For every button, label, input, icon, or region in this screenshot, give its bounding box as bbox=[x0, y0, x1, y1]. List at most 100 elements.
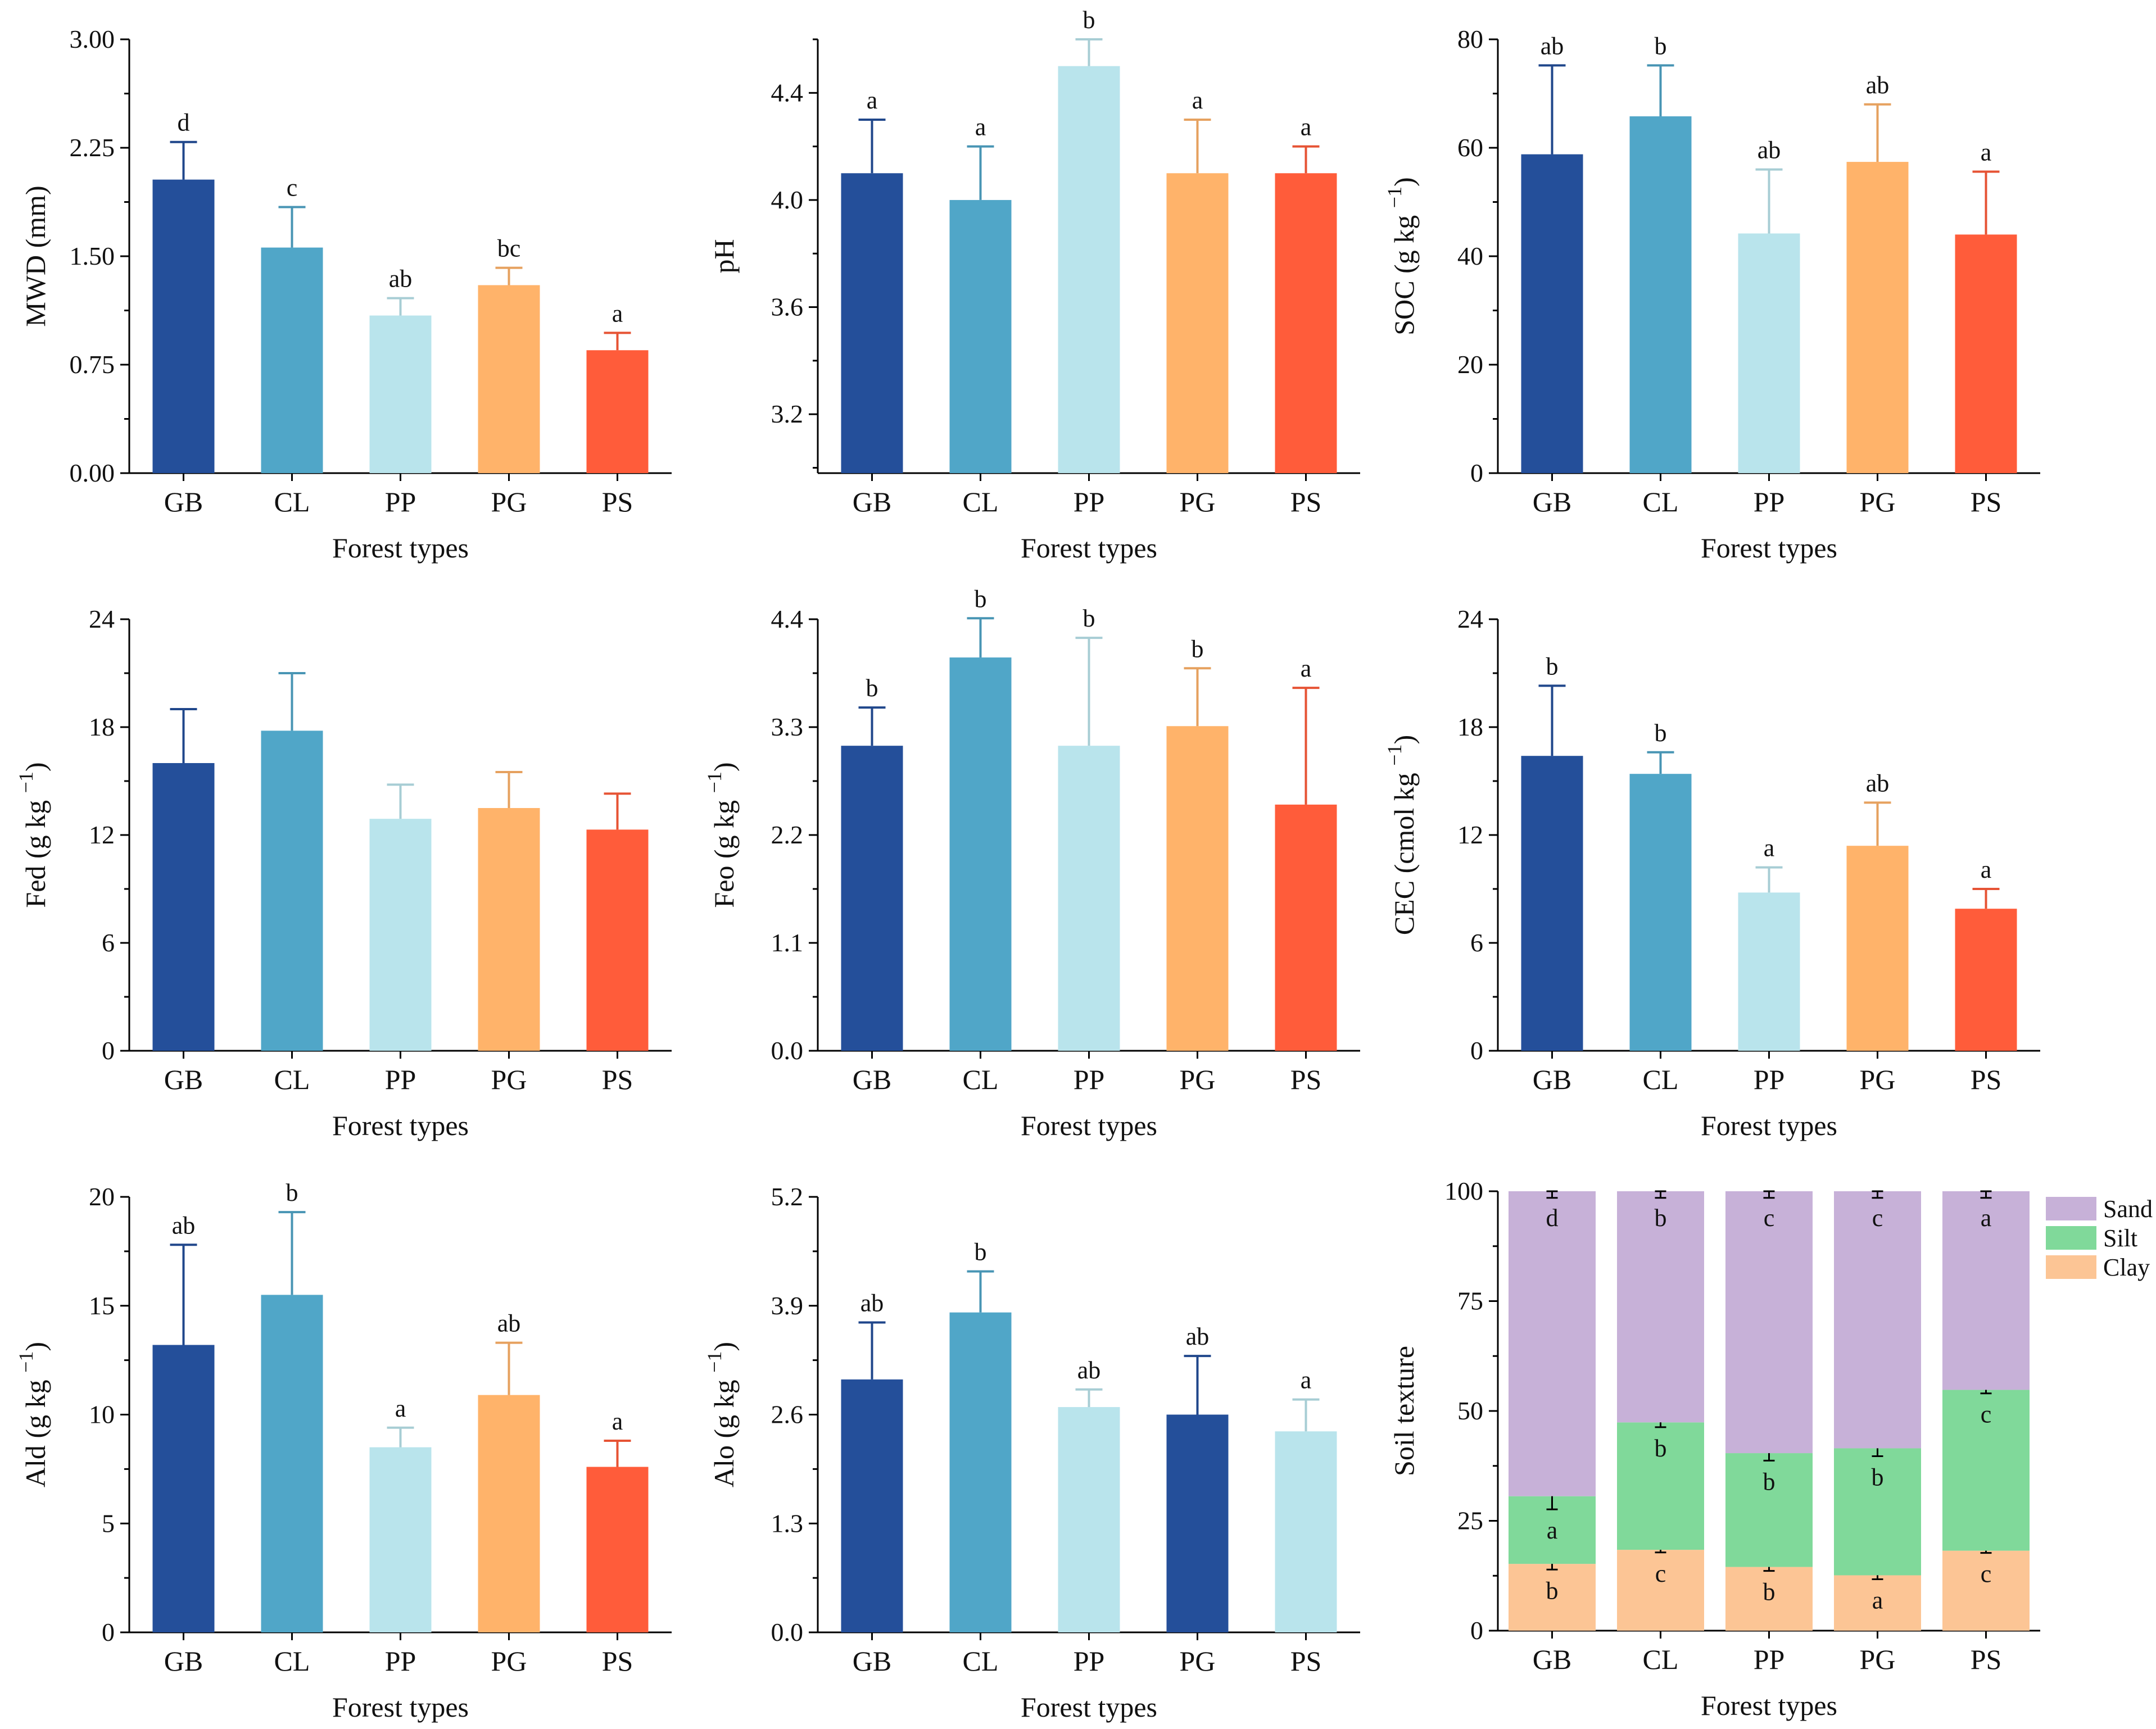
x-tick-label: PP bbox=[1754, 486, 1785, 518]
bar-CL bbox=[1629, 116, 1692, 473]
y-axis-title: pH bbox=[708, 239, 740, 273]
significance-letter: ab bbox=[172, 1211, 196, 1239]
significance-letter: b bbox=[1083, 6, 1095, 34]
x-axis-title: Forest types bbox=[332, 532, 469, 564]
significance-letter: c bbox=[1872, 1204, 1883, 1232]
bar-CL bbox=[949, 1312, 1012, 1632]
y-tick-label: 1.50 bbox=[70, 242, 115, 270]
bar-PP bbox=[1058, 66, 1120, 474]
y-axis-title: CEC (cmol kg −1) bbox=[1383, 735, 1420, 935]
x-tick-label: CL bbox=[963, 1064, 999, 1095]
segment-silt-CL bbox=[1617, 1422, 1704, 1550]
y-tick-label: 0.0 bbox=[771, 1036, 804, 1065]
y-tick-label: 4.4 bbox=[771, 605, 804, 633]
y-tick-label: 6 bbox=[102, 928, 115, 957]
x-tick-label: PP bbox=[1074, 486, 1105, 518]
y-tick-label: 18 bbox=[1457, 713, 1483, 741]
x-axis-title: Forest types bbox=[1701, 1110, 1837, 1141]
y-tick-label: 5 bbox=[102, 1509, 115, 1537]
segment-sand-CL bbox=[1617, 1191, 1704, 1423]
bar-CL bbox=[1629, 774, 1692, 1051]
x-tick-label: PS bbox=[1971, 1644, 2002, 1675]
x-tick-label: PG bbox=[1180, 1064, 1216, 1095]
bar-PG bbox=[478, 808, 540, 1051]
x-tick-label: PG bbox=[1180, 1645, 1216, 1677]
bar-PS bbox=[1955, 909, 2017, 1051]
y-tick-label: 3.00 bbox=[70, 25, 115, 53]
y-tick-label: 24 bbox=[1457, 605, 1483, 633]
significance-letter: a bbox=[1547, 1517, 1558, 1544]
x-axis-title: Forest types bbox=[332, 1110, 469, 1141]
significance-letter: a bbox=[1764, 834, 1775, 862]
x-tick-label: PG bbox=[1860, 486, 1896, 518]
bar-PG bbox=[1846, 846, 1909, 1051]
x-tick-label: GB bbox=[1533, 1064, 1571, 1095]
x-tick-label: PP bbox=[1754, 1064, 1785, 1095]
significance-letter: a bbox=[1872, 1587, 1883, 1614]
significance-letter: a bbox=[1301, 655, 1312, 682]
bar-PG bbox=[1166, 173, 1229, 473]
significance-letter: b bbox=[1192, 635, 1204, 662]
legend-swatch-silt bbox=[2046, 1226, 2096, 1250]
significance-letter: d bbox=[178, 109, 190, 137]
y-axis-title: Fed (g kg −1) bbox=[15, 762, 51, 907]
bar-GB bbox=[152, 1345, 215, 1632]
panel-3: 0 20 40 60 80 GB CL PP PG PS Forest types SOC (g kg… bbox=[1383, 25, 2040, 564]
x-tick-label: GB bbox=[853, 1064, 891, 1095]
significance-letter: a bbox=[395, 1395, 406, 1422]
y-tick-label: 15 bbox=[89, 1291, 115, 1320]
y-tick-label: 60 bbox=[1457, 133, 1483, 162]
y-tick-label: 0.00 bbox=[70, 459, 115, 487]
x-tick-label: CL bbox=[274, 486, 310, 518]
significance-letter: a bbox=[612, 299, 623, 327]
bar-GB bbox=[841, 173, 903, 473]
segment-sand-PS bbox=[1942, 1191, 2030, 1390]
panel-1: 0.00 0.75 1.50 2.25 3.00 GB CL PP PG PS Forest typ… bbox=[20, 25, 672, 564]
bar-PG bbox=[1166, 726, 1229, 1051]
x-tick-label: CL bbox=[274, 1064, 310, 1095]
bar-CL bbox=[949, 657, 1012, 1051]
bar-PG bbox=[478, 285, 540, 473]
significance-letter: a bbox=[975, 114, 986, 141]
x-axis-title: Forest types bbox=[1701, 532, 1837, 564]
x-tick-label: GB bbox=[1533, 486, 1571, 518]
y-tick-label: 5.2 bbox=[771, 1182, 804, 1211]
significance-letter: b bbox=[975, 1238, 987, 1266]
y-tick-label: 1.3 bbox=[771, 1509, 804, 1537]
significance-letter: c bbox=[287, 174, 298, 202]
bar-CL bbox=[261, 730, 323, 1051]
x-tick-label: PS bbox=[1971, 1064, 2002, 1095]
y-tick-label: 3.3 bbox=[771, 713, 804, 741]
bar-PS bbox=[1275, 1431, 1337, 1632]
significance-letter: c bbox=[1981, 1560, 1992, 1588]
bar-CL bbox=[261, 247, 323, 473]
segment-clay-PG bbox=[1834, 1575, 1921, 1631]
x-tick-label: PP bbox=[385, 486, 416, 518]
y-tick-label: 0 bbox=[1470, 1616, 1483, 1645]
bar-PS bbox=[586, 1467, 649, 1632]
y-tick-label: 0 bbox=[102, 1036, 115, 1065]
x-tick-label: PS bbox=[1290, 1064, 1322, 1095]
y-tick-label: 2.6 bbox=[771, 1400, 804, 1429]
y-tick-label: 18 bbox=[89, 713, 115, 741]
bar-PS bbox=[586, 350, 649, 473]
significance-letter: b bbox=[1655, 719, 1667, 747]
y-tick-label: 24 bbox=[89, 605, 115, 633]
segment-silt-PP bbox=[1725, 1453, 1813, 1567]
y-axis-title: SOC (g kg −1) bbox=[1383, 177, 1420, 335]
y-tick-label: 40 bbox=[1457, 242, 1483, 270]
y-tick-label: 80 bbox=[1457, 25, 1483, 53]
significance-letter: d bbox=[1546, 1204, 1559, 1232]
y-tick-label: 3.6 bbox=[771, 293, 804, 321]
y-tick-label: 0 bbox=[1470, 459, 1483, 487]
y-axis-title: Ald (g kg −1) bbox=[15, 1342, 51, 1487]
bar-GB bbox=[841, 1379, 903, 1632]
bar-GB bbox=[841, 746, 903, 1051]
y-tick-label: 75 bbox=[1457, 1287, 1483, 1315]
x-tick-label: PP bbox=[1074, 1645, 1105, 1677]
segment-clay-PS bbox=[1942, 1550, 2030, 1631]
y-axis-title: Alo (g kg −1) bbox=[703, 1342, 740, 1487]
legend-swatch-clay bbox=[2046, 1255, 2096, 1279]
bar-PS bbox=[1955, 234, 2017, 473]
